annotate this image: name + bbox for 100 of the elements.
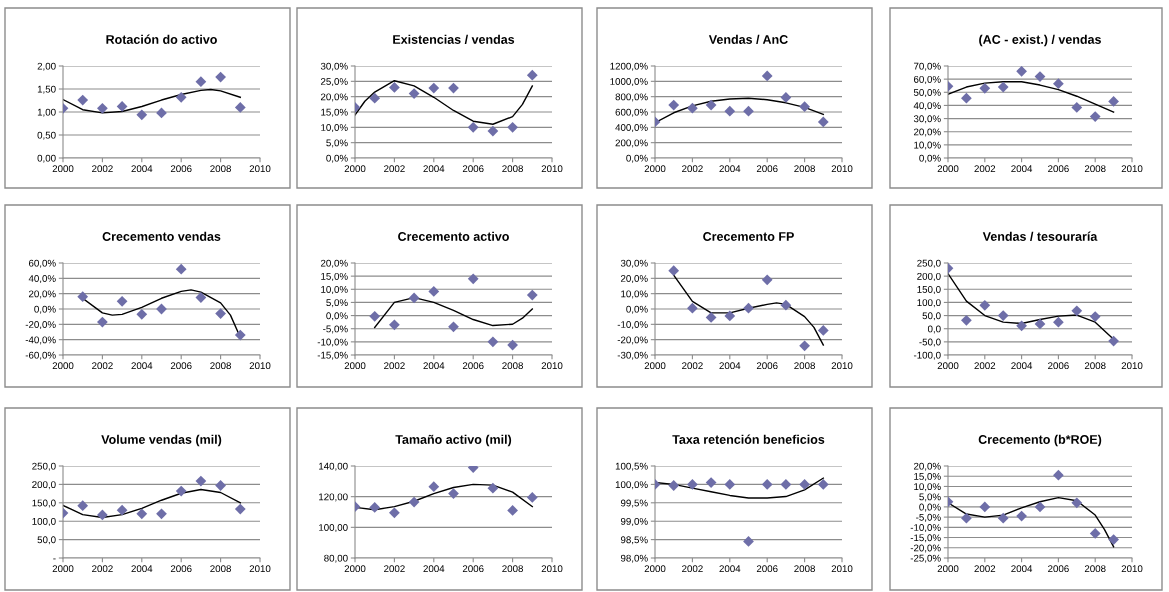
chart-title: Taxa retención beneficios	[672, 434, 825, 444]
point	[687, 302, 698, 314]
x-tick-label: 2002	[682, 362, 703, 370]
x-tick-label: 2010	[1121, 565, 1143, 573]
point	[408, 88, 420, 99]
x-tick-label: 2006	[170, 565, 192, 573]
point	[1071, 305, 1083, 317]
point	[1053, 316, 1064, 328]
x-tick-label: 2008	[794, 165, 815, 173]
y-tick-label: 5,0%	[326, 299, 348, 308]
point	[234, 102, 246, 113]
point	[428, 286, 440, 297]
point	[526, 289, 538, 301]
point	[136, 109, 148, 121]
point	[1089, 528, 1101, 539]
point	[724, 479, 736, 490]
y-tick-label: 250,0	[917, 259, 941, 268]
x-tick-label: 2010	[541, 565, 563, 573]
y-tick-label: -5,0%	[323, 325, 348, 334]
point	[1108, 96, 1119, 107]
point	[234, 503, 246, 515]
y-tick-label: 0,50	[37, 131, 56, 140]
point	[817, 325, 829, 336]
y-tick-label: -10,0%	[910, 524, 941, 533]
y-tick-label: 1,00	[37, 108, 56, 117]
y-tick-label: -10,0%	[617, 321, 648, 330]
point	[1053, 78, 1064, 90]
point	[136, 508, 148, 520]
point	[175, 263, 187, 275]
x-tick-label: 2010	[831, 565, 853, 573]
y-tick-label: 15,0%	[321, 272, 348, 281]
point	[487, 336, 499, 348]
x-tick-label: 2000	[644, 565, 666, 573]
x-tick-label: 2006	[462, 565, 484, 573]
x-tick-label: 2006	[462, 362, 484, 370]
y-tick-label: 2,00	[37, 62, 56, 71]
y-tick-label: 98,0%	[620, 554, 648, 563]
y-tick-label: 98,5%	[620, 536, 648, 545]
x-tick-label: 2000	[937, 565, 959, 573]
point	[1034, 501, 1046, 513]
y-tick-label: 100,00	[319, 524, 348, 533]
x-tick-label: 2008	[502, 165, 523, 173]
point	[961, 92, 972, 104]
point	[961, 512, 972, 524]
point	[448, 321, 459, 333]
x-tick-label: 2002	[974, 565, 996, 573]
point	[997, 310, 1009, 321]
x-tick-label: 2000	[644, 362, 666, 370]
x-tick-label: 2002	[682, 165, 703, 173]
y-tick-label: 1200,0%	[610, 62, 648, 71]
x-tick-label: 2006	[756, 165, 778, 173]
point	[77, 500, 89, 512]
point	[97, 509, 108, 521]
y-tick-label: -25,0%	[910, 554, 941, 563]
y-tick-label: 200,0	[32, 481, 56, 490]
y-tick-label: 20,0%	[28, 290, 56, 299]
point	[77, 94, 89, 106]
y-tick-label: 15,0%	[321, 108, 348, 117]
y-tick-label: 10,0%	[321, 124, 348, 133]
x-tick-label: 2004	[719, 565, 741, 573]
point	[467, 121, 479, 133]
point	[780, 299, 792, 311]
point	[428, 481, 440, 493]
point	[780, 479, 792, 490]
point	[668, 480, 680, 491]
y-tick-label: 0,0%	[919, 154, 941, 163]
y-tick-label: 20,0%	[320, 93, 348, 102]
y-tick-label: 10,0%	[321, 286, 348, 295]
point	[428, 82, 440, 94]
y-tick-label: -15,0%	[317, 351, 348, 360]
y-tick-label: 10,0%	[621, 290, 648, 299]
y-tick-label: 20,0%	[620, 275, 648, 284]
x-tick-label: 2004	[131, 565, 153, 573]
point	[507, 121, 518, 133]
x-tick-label: 2000	[644, 165, 666, 173]
x-tick-label: 2002	[92, 165, 113, 173]
y-tick-label: 40,0%	[28, 275, 56, 284]
x-tick-label: 2004	[423, 165, 445, 173]
point	[389, 82, 400, 93]
point	[389, 507, 400, 519]
y-tick-label: 0,0%	[919, 503, 941, 512]
point	[526, 492, 538, 503]
y-tick-label: 25,0%	[320, 78, 348, 87]
y-tick-label: 30,0%	[913, 115, 941, 124]
x-tick-label: 2002	[384, 165, 405, 173]
x-tick-label: 2006	[1048, 165, 1069, 173]
point	[1016, 510, 1027, 522]
x-tick-label: 2004	[131, 362, 153, 370]
y-tick-label: 70,0%	[913, 62, 941, 71]
y-tick-label: 0,0%	[626, 305, 648, 314]
y-tick-label: 400,0%	[615, 124, 648, 133]
x-tick-label: 2002	[974, 165, 996, 173]
chart-title: Rotación do activo	[106, 34, 217, 44]
chart-title: Crecemento vendas	[102, 231, 221, 241]
y-tick-label: 100,0%	[615, 481, 648, 490]
y-tick-label: 140,00	[319, 462, 348, 471]
y-tick-label: -30,0%	[617, 351, 648, 360]
point	[1071, 102, 1083, 113]
x-tick-label: 2004	[1011, 565, 1033, 573]
y-tick-label: 0,0	[927, 325, 941, 334]
